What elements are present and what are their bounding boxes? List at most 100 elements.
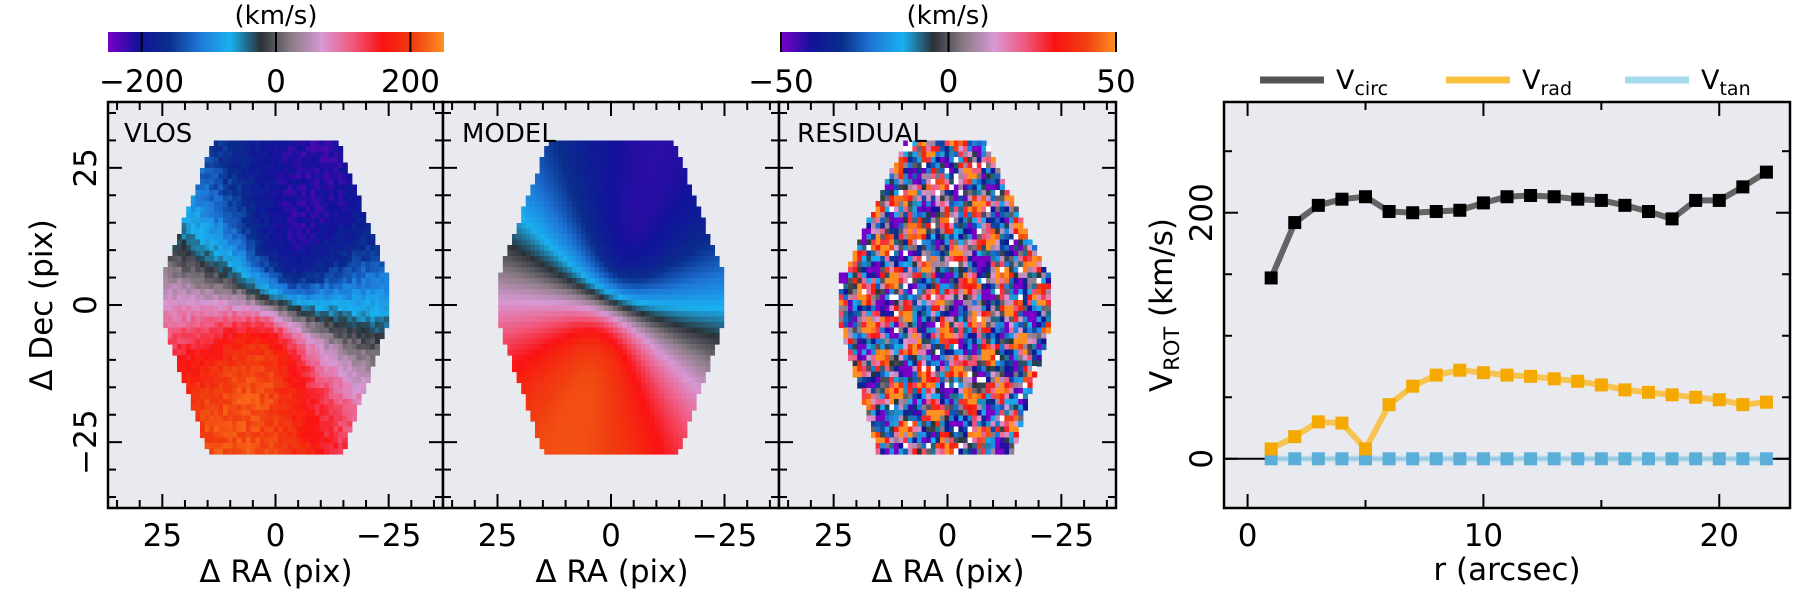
map-pixel [663,157,669,164]
map-pixel [645,338,651,345]
map-pixel [686,228,692,235]
map-pixel [195,294,201,301]
map-pixel [292,289,298,296]
map-pixel [296,344,302,351]
map-pixel [512,250,518,257]
map-pixel [269,327,275,334]
map-pixel [539,278,545,285]
map-pixel [544,316,550,323]
map-pixel [691,294,697,301]
map-pixel [273,393,279,400]
map-pixel [361,327,367,334]
map-pixel [548,283,554,290]
map-pixel [581,162,587,169]
map-pixel [558,267,564,274]
map-pixel [246,256,252,263]
map-pixel [319,322,325,329]
map-pixel [640,448,646,455]
map-pixel [682,283,688,290]
map-pixel [571,311,577,318]
map-pixel [246,311,252,318]
map-pixel [250,371,256,378]
map-pixel [338,421,344,428]
map-pixel [379,261,385,268]
map-pixel [292,157,298,164]
map-pixel [654,272,660,279]
map-pixel [677,305,683,312]
map-pixel [232,404,238,411]
map-pixel [213,404,219,411]
map-pixel [562,294,568,301]
map-pixel [696,283,702,290]
map-pixel [218,327,224,334]
map-pixel [181,316,187,323]
map-pixel [525,355,531,362]
map-pixel [273,190,279,197]
map-pixel [186,333,192,340]
map-pixel [622,426,628,433]
map-pixel [663,448,669,455]
map-pixel [613,168,619,175]
map-pixel [590,366,596,373]
map-pixel [613,267,619,274]
map-pixel [181,256,187,263]
map-pixel [328,256,334,263]
map-pixel [246,212,252,219]
map-pixel [709,316,715,323]
map-pixel [535,311,541,318]
map-pixel [553,151,559,158]
map-pixel [333,421,339,428]
map-pixel [282,289,288,296]
map-pixel [594,333,600,340]
map-pixel [663,278,669,285]
map-pixel [525,338,531,345]
map-pixel [663,162,669,169]
map-pixel [287,322,293,329]
map-pixel [581,228,587,235]
map-pixel [650,190,656,197]
map-pixel [627,349,633,356]
map-pixel [177,272,183,279]
map-pixel [273,327,279,334]
map-pixel [668,300,674,307]
map-pixel [617,360,623,367]
map-pixel [282,157,288,164]
map-pixel [581,448,587,455]
map-pixel [365,360,371,367]
map-pixel [186,311,192,318]
map-pixel [553,168,559,175]
map-pixel [273,245,279,252]
map-pixel [310,146,316,153]
map-pixel [204,382,210,389]
map-pixel [622,410,628,417]
map-pixel [617,245,623,252]
map-pixel [223,212,229,219]
map-pixel [512,234,518,241]
map-pixel [608,151,614,158]
map-pixel [333,366,339,373]
map-pixel [259,333,265,340]
map-pixel [328,382,334,389]
map-pixel [328,195,334,202]
map-pixel [246,316,252,323]
map-pixel [576,267,582,274]
map-pixel [172,283,178,290]
map-pixel [315,415,321,422]
map-pixel [613,404,619,411]
map-pixel [218,278,224,285]
map-pixel [292,283,298,290]
map-pixel [241,404,247,411]
map-pixel [296,404,302,411]
map-pixel [889,195,895,202]
map-pixel [310,245,316,252]
map-pixel [186,322,192,329]
map-pixel [594,201,600,208]
map-pixel [365,377,371,384]
map-pixel [843,316,849,323]
map-pixel [269,322,275,329]
map-pixel [319,206,325,213]
map-pixel [273,294,279,301]
map-pixel [195,393,201,400]
map-pixel [204,228,210,235]
